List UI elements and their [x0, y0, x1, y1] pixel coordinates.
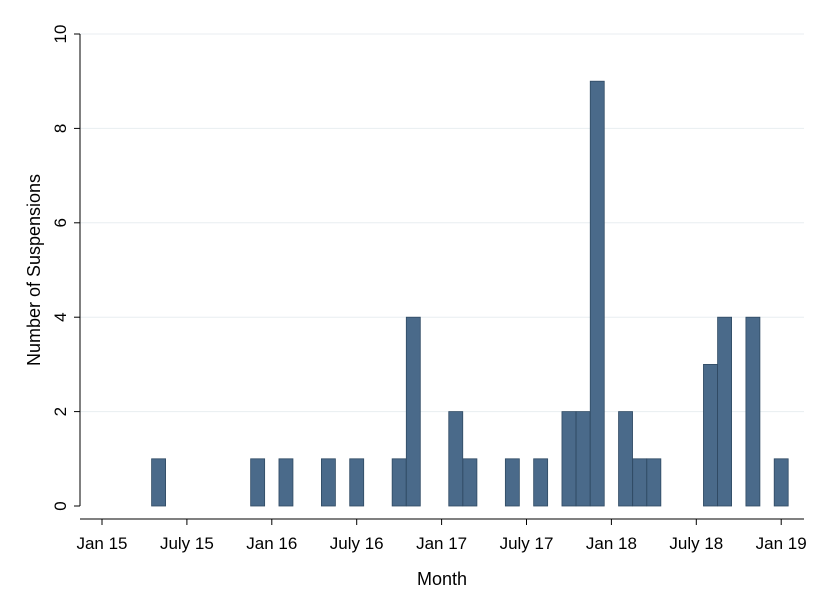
bar — [575, 411, 591, 507]
x-tick-label: July 18 — [669, 534, 723, 553]
y-axis-ticks: 0 2 4 6 8 10 — [51, 25, 80, 511]
y-tick-label: 2 — [51, 407, 70, 416]
bar — [703, 363, 718, 507]
bar — [504, 458, 520, 507]
bar — [278, 458, 294, 507]
bar — [349, 458, 365, 507]
x-tick-label: Jan 18 — [586, 534, 637, 553]
bar — [561, 411, 577, 507]
x-tick-label: Jan 15 — [76, 534, 127, 553]
bars — [151, 80, 789, 507]
bar — [448, 411, 464, 507]
bar — [250, 458, 266, 507]
y-tick-label: 0 — [51, 501, 70, 510]
bar — [618, 411, 633, 507]
bar — [589, 80, 605, 507]
bar — [151, 458, 167, 507]
gridlines — [80, 33, 804, 413]
y-tick-label: 8 — [51, 124, 70, 133]
x-tick-label: July 15 — [160, 534, 214, 553]
x-axis-title: Month — [417, 569, 467, 589]
x-tick-label: July 16 — [330, 534, 384, 553]
bar — [320, 458, 336, 507]
y-tick-label: 4 — [51, 312, 70, 321]
bar — [405, 316, 421, 507]
bar — [533, 458, 549, 507]
x-tick-label: July 17 — [500, 534, 554, 553]
y-axis-title: Number of Suspensions — [24, 174, 44, 366]
bar — [462, 458, 478, 507]
bar — [632, 458, 648, 507]
x-tick-label: Jan 17 — [416, 534, 467, 553]
x-axis-ticks: Jan 15 July 15 Jan 16 July 16 Jan 17 July 17 J… — [76, 519, 807, 553]
bar — [717, 316, 732, 507]
y-tick-label: 10 — [51, 25, 70, 44]
x-tick-label: Jan 16 — [246, 534, 297, 553]
bar — [745, 316, 761, 507]
bar — [646, 458, 662, 507]
y-tick-label: 6 — [51, 218, 70, 227]
bar — [773, 458, 789, 507]
x-tick-label: Jan 19 — [756, 534, 807, 553]
bar — [391, 458, 407, 507]
